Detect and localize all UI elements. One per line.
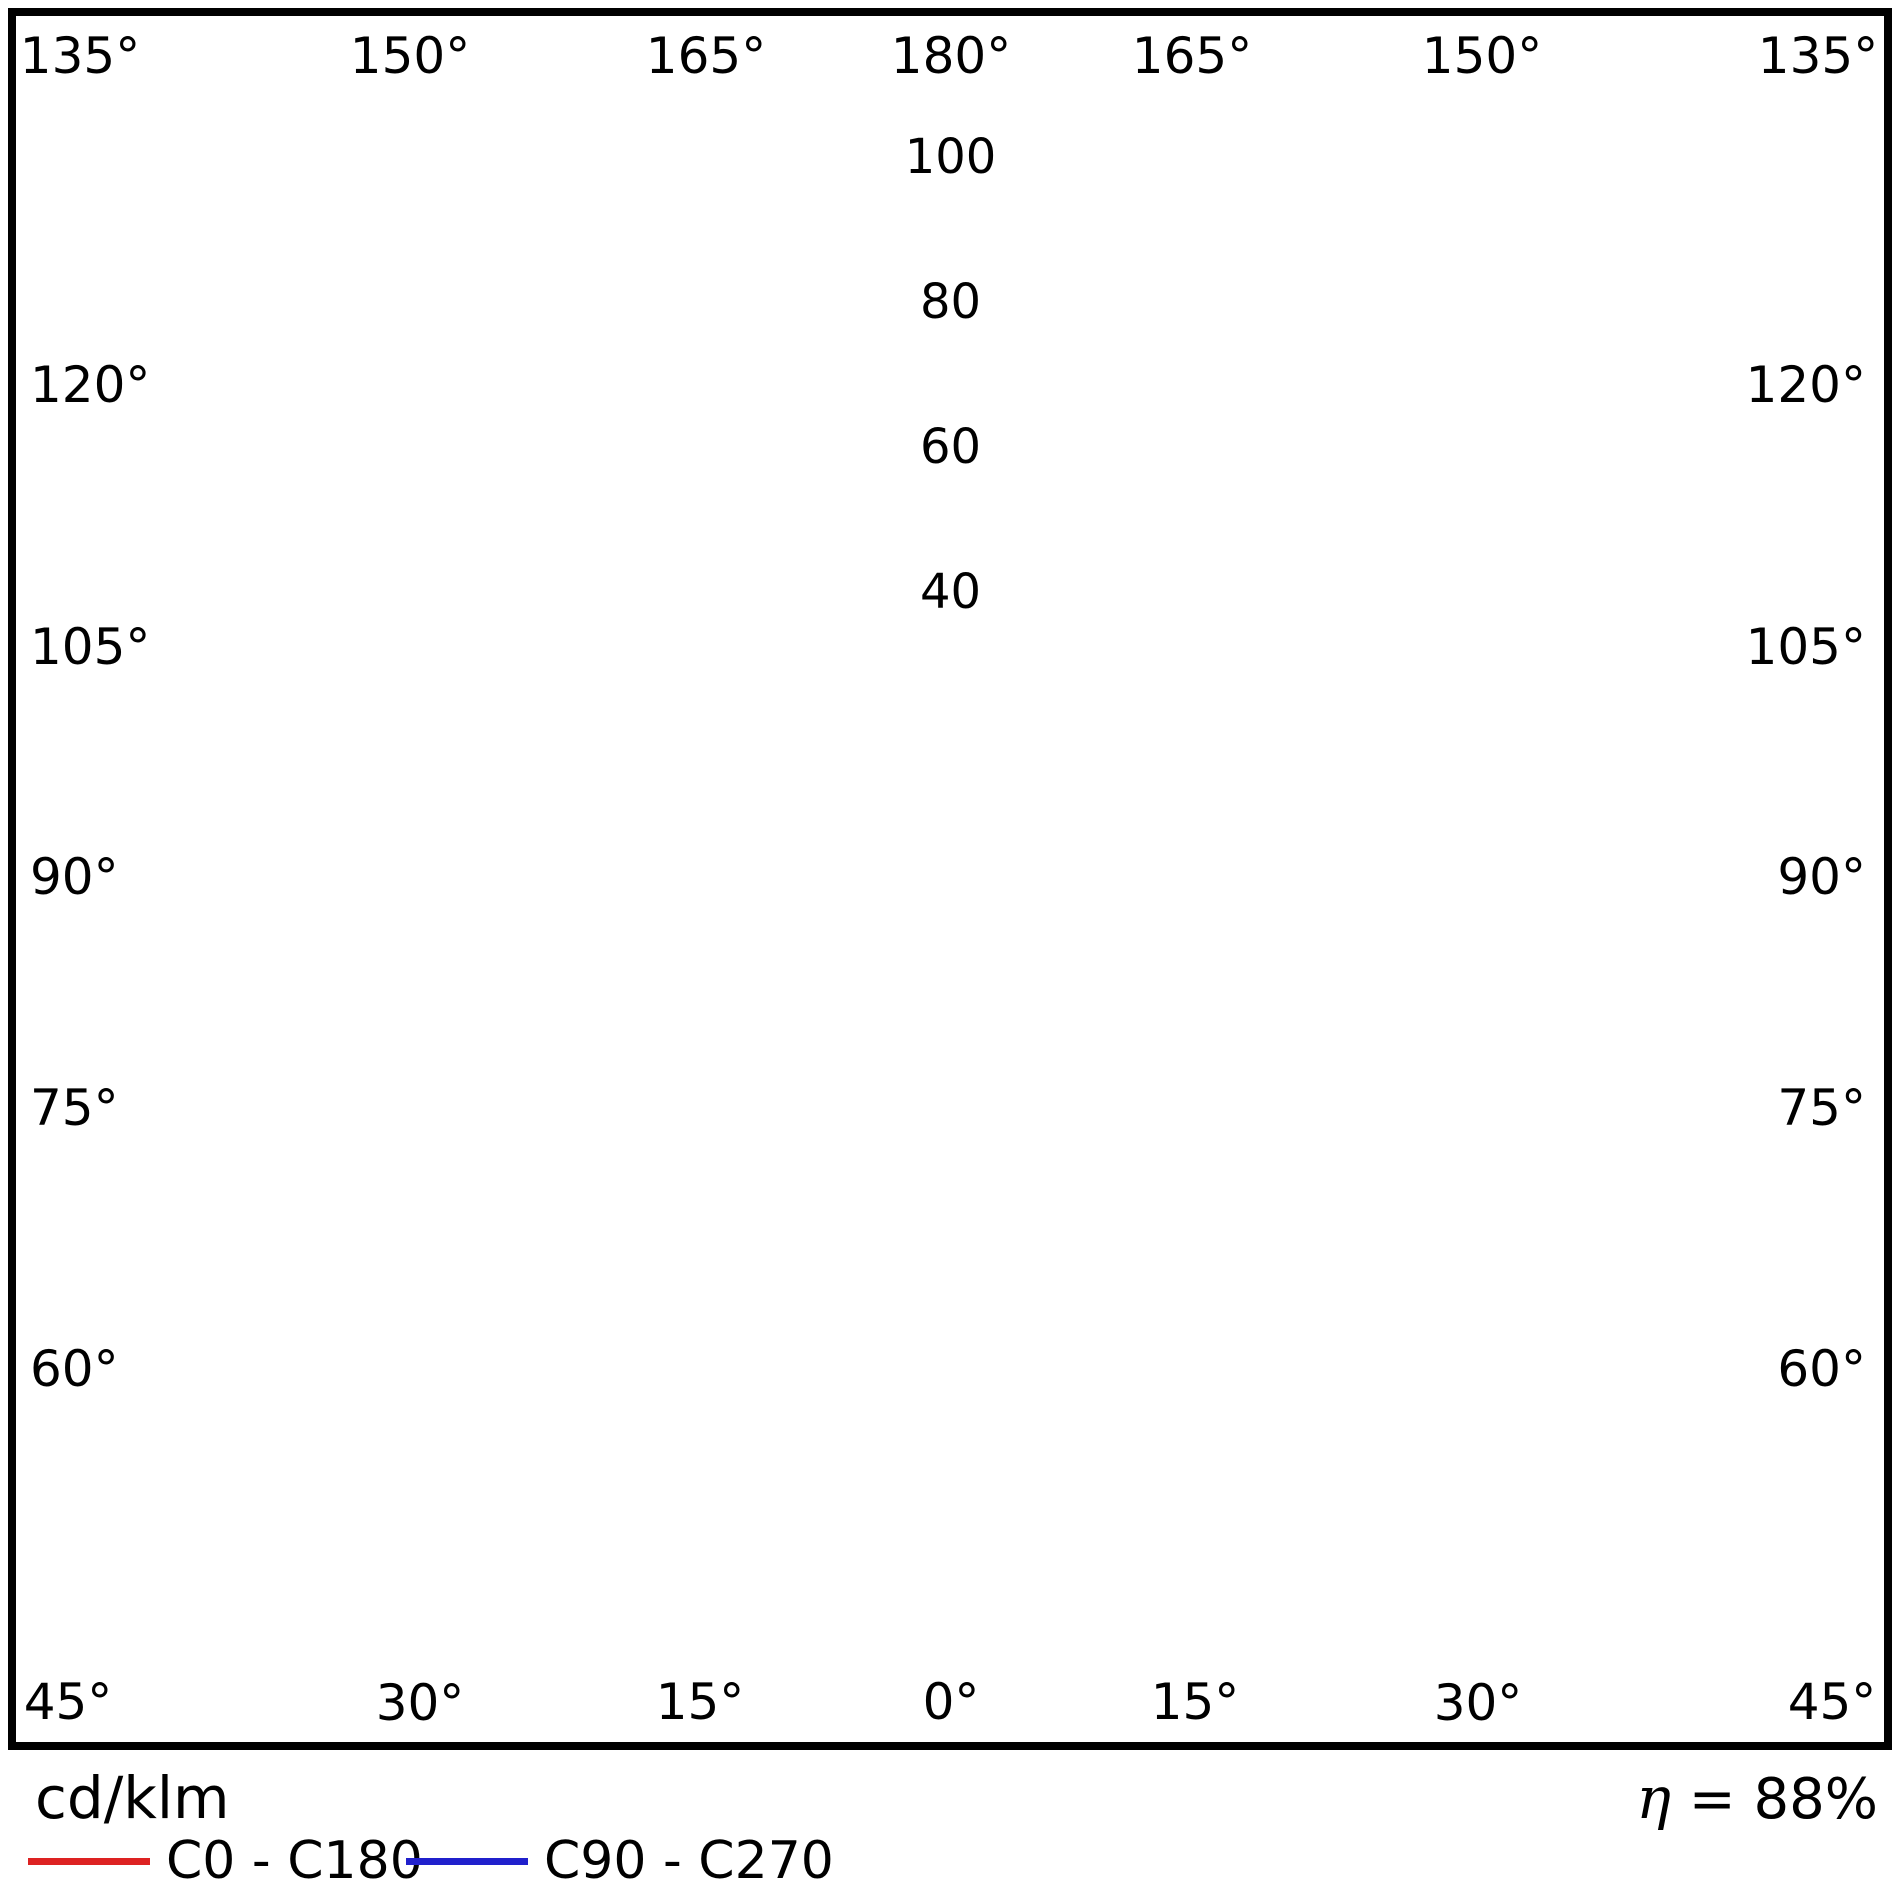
legend-item-c90-c270: C90 - C270 xyxy=(406,1828,834,1894)
angle-label-45deg: 45° xyxy=(24,1673,113,1731)
angle-label-150deg: 150° xyxy=(350,27,470,85)
plot-border xyxy=(8,8,1892,1750)
angle-label-15deg: 15° xyxy=(656,1673,745,1731)
angle-label-30deg: 30° xyxy=(1434,1674,1523,1732)
angle-label-135deg: 135° xyxy=(20,27,140,85)
radial-tick-label-80: 80 xyxy=(920,274,981,330)
angle-label-60deg: 60° xyxy=(30,1340,119,1398)
angle-label-90deg: 90° xyxy=(30,848,119,906)
units-label: cd/klm xyxy=(35,1764,230,1832)
angle-label-105deg: 105° xyxy=(1746,618,1866,676)
angle-label-180deg: 180° xyxy=(891,27,1011,85)
legend-label-c0-c180: C0 - C180 xyxy=(166,1831,423,1891)
angle-label-120deg: 120° xyxy=(1746,356,1866,414)
angle-label-0deg: 0° xyxy=(923,1673,980,1731)
angle-label-165deg: 165° xyxy=(646,27,766,85)
angle-label-105deg: 105° xyxy=(30,618,150,676)
legend-swatch-c0-c180 xyxy=(28,1857,150,1865)
legend-item-c0-c180: C0 - C180 xyxy=(28,1828,423,1894)
angle-label-135deg: 135° xyxy=(1758,27,1878,85)
angle-label-45deg: 45° xyxy=(1788,1673,1877,1731)
efficiency-value: = 88% xyxy=(1688,1767,1878,1832)
efficiency-label: η = 88% xyxy=(1636,1764,1878,1832)
legend: C0 - C180 C90 - C270 xyxy=(0,1828,1900,1894)
radial-tick-label-40: 40 xyxy=(920,564,981,620)
angle-label-75deg: 75° xyxy=(1777,1079,1866,1137)
radial-tick-label-60: 60 xyxy=(920,419,981,475)
angle-label-120deg: 120° xyxy=(30,356,150,414)
radial-tick-label-100: 100 xyxy=(905,129,997,185)
angle-label-165deg: 165° xyxy=(1132,27,1252,85)
angle-label-150deg: 150° xyxy=(1422,27,1542,85)
eta-symbol: η xyxy=(1636,1764,1671,1832)
legend-label-c90-c270: C90 - C270 xyxy=(544,1831,834,1891)
angle-label-75deg: 75° xyxy=(30,1079,119,1137)
angle-label-90deg: 90° xyxy=(1777,848,1866,906)
angle-label-30deg: 30° xyxy=(376,1674,465,1732)
angle-label-15deg: 15° xyxy=(1151,1673,1240,1731)
legend-swatch-c90-c270 xyxy=(406,1857,528,1865)
angle-label-60deg: 60° xyxy=(1777,1340,1866,1398)
